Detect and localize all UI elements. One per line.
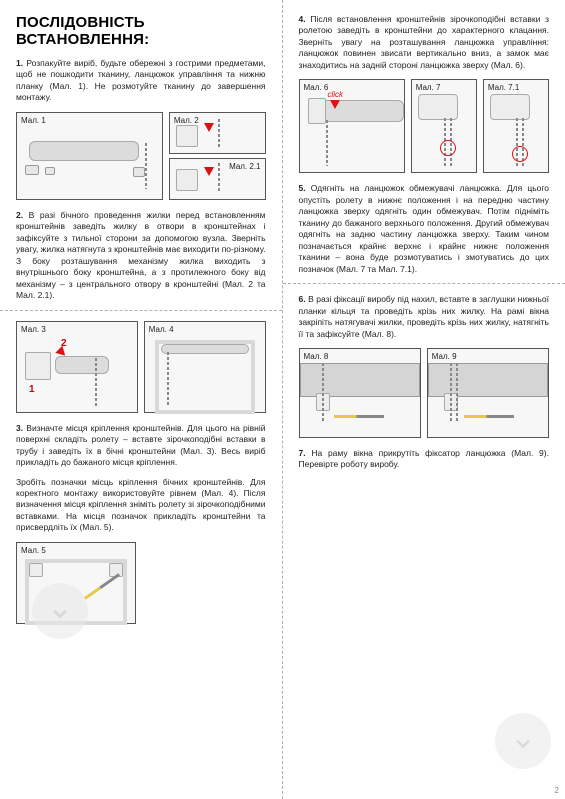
step-5-body: Одягніть на ланцюжок обмежувачі ланцюжка…: [299, 183, 550, 273]
figure-4: Мал. 4: [144, 321, 266, 413]
figure-4-label: Мал. 4: [149, 325, 174, 334]
figure-2-1-label: Мал. 2.1: [229, 162, 260, 171]
right-column: 4. Після встановлення кронштейнів зірочк…: [283, 0, 565, 799]
page: ПОСЛІДОВНІСТЬ ВСТАНОВЛЕННЯ: 1. Розпакуйт…: [0, 0, 565, 799]
fig-row-1: Мал. 1 Мал. 2 Мал. 2.1: [16, 112, 266, 200]
page-title: ПОСЛІДОВНІСТЬ ВСТАНОВЛЕННЯ:: [16, 14, 266, 48]
step-4-text: 4. Після встановлення кронштейнів зірочк…: [299, 14, 550, 71]
figure-6-label: Мал. 6: [304, 83, 329, 92]
step-2-body: В разі бічного проведення жилки перед вс…: [16, 210, 266, 300]
step-3-text: 3. Визначте місця кріплення кронштейнів.…: [16, 423, 266, 469]
figure-8: Мал. 8: [299, 348, 421, 438]
figure-1-label: Мал. 1: [21, 116, 46, 125]
right-divider: [283, 283, 565, 284]
fig-row-2: Мал. 3 1 2 Мал. 4: [16, 321, 266, 413]
figure-9: Мал. 9: [427, 348, 549, 438]
step-6-text: 6. В разі фіксації виробу під нахил, вст…: [299, 294, 550, 340]
figure-7-1-label: Мал. 7.1: [488, 83, 519, 92]
step-3b-text: Зробіть позначки місць кріплення бічних …: [16, 477, 266, 534]
step-1-text: 1. Розпакуйте виріб, будьте обережні з г…: [16, 58, 266, 104]
step-5-text: 5. Одягніть на ланцюжок обмежувачі ланцю…: [299, 183, 550, 275]
figure-1: Мал. 1: [16, 112, 163, 200]
figure-3-label: Мал. 3: [21, 325, 46, 334]
figure-7-1: Мал. 7.1: [483, 79, 549, 173]
step-3-body: Визначте місця кріплення кронштейнів. Дл…: [16, 423, 266, 467]
left-divider: [0, 310, 282, 311]
click-label: click: [328, 90, 344, 99]
fig-row-5: Мал. 8 Мал. 9: [299, 348, 550, 438]
figure-8-label: Мал. 8: [304, 352, 329, 361]
figure-5-label: Мал. 5: [21, 546, 46, 555]
step-7-body: На раму вікна прикрутіть фіксатор ланцюж…: [299, 448, 549, 469]
figure-7: Мал. 7: [411, 79, 477, 173]
figure-3: Мал. 3 1 2: [16, 321, 138, 413]
step-1-body: Розпакуйте виріб, будьте обережні з гост…: [16, 58, 266, 102]
watermark-icon: [32, 583, 88, 639]
step-4-body: Після встановлення кронштейнів зірочкопо…: [299, 14, 550, 70]
step-7-text: 7. На раму вікна прикрутіть фіксатор лан…: [299, 448, 550, 471]
figure-2-label: Мал. 2: [174, 116, 199, 125]
watermark-icon-2: [495, 713, 551, 769]
step-6-body: В разі фіксації виробу під нахил, вставт…: [299, 294, 550, 338]
fig-row-4: Мал. 6 click Мал. 7 Мал. 7.1: [299, 79, 550, 173]
figure-2: Мал. 2: [169, 112, 266, 154]
left-column: ПОСЛІДОВНІСТЬ ВСТАНОВЛЕННЯ: 1. Розпакуйт…: [0, 0, 283, 799]
figure-9-label: Мал. 9: [432, 352, 457, 361]
step-2-text: 2. В разі бічного проведення жилки перед…: [16, 210, 266, 302]
page-number: 2: [555, 786, 559, 795]
figure-7-label: Мал. 7: [416, 83, 441, 92]
figure-6: Мал. 6 click: [299, 79, 405, 173]
figure-2-1: Мал. 2.1: [169, 158, 266, 200]
